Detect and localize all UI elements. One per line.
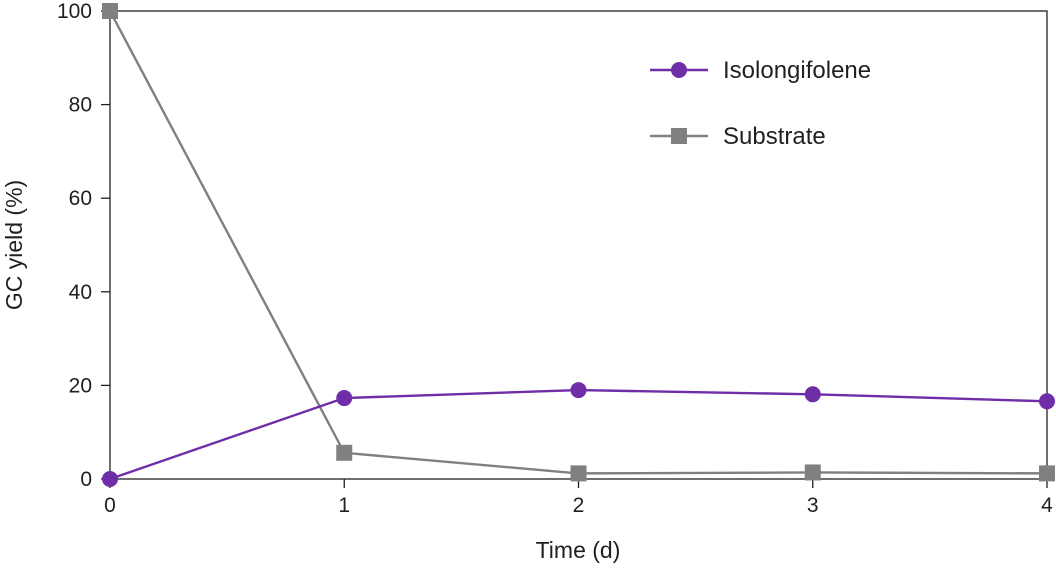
isolongifolene-point — [336, 390, 353, 407]
x-tick-label: 2 — [573, 494, 585, 517]
y-tick-label: 20 — [69, 374, 92, 397]
legend-item-substrate: Substrate — [650, 123, 826, 150]
isolongifolene-point — [570, 382, 587, 399]
y-tick-label: 80 — [69, 94, 92, 117]
legend-label: Substrate — [723, 123, 826, 150]
substrate-point — [102, 3, 118, 19]
y-tick-label: 40 — [69, 281, 92, 304]
isolongifolene-point — [804, 386, 821, 403]
y-axis-title: GC yield (%) — [1, 180, 27, 310]
substrate-point — [570, 465, 587, 482]
legend-item-isolongifolene: Isolongifolene — [650, 57, 871, 84]
plot-frame — [109, 10, 1048, 480]
x-axis-title: Time (d) — [536, 537, 621, 563]
substrate-line — [108, 10, 1048, 475]
y-tick-label: 60 — [69, 187, 92, 210]
x-tick-label: 4 — [1041, 494, 1053, 517]
x-tick-label: 1 — [338, 494, 350, 517]
x-axis: 0 1 2 3 4 — [104, 479, 1053, 517]
y-axis: 0 20 40 60 80 100 — [57, 0, 110, 491]
series-isolongifolene — [102, 382, 1055, 487]
x-tick-label: 3 — [807, 494, 819, 517]
series-layer — [102, 3, 1055, 487]
substrate-point — [804, 464, 821, 481]
x-tick-label: 0 — [104, 494, 116, 517]
substrate-point — [1039, 465, 1055, 482]
legend-swatch-marker — [671, 128, 687, 144]
isolongifolene-point — [1039, 393, 1055, 410]
legend-swatch-marker — [671, 62, 687, 78]
series-substrate — [102, 3, 1055, 482]
isolongifolene-point — [102, 471, 118, 487]
y-tick-label: 100 — [57, 0, 92, 23]
legend: Isolongifolene Substrate — [650, 57, 871, 150]
substrate-point — [336, 444, 353, 461]
legend-label: Isolongifolene — [723, 57, 871, 84]
y-tick-label: 0 — [80, 468, 92, 491]
